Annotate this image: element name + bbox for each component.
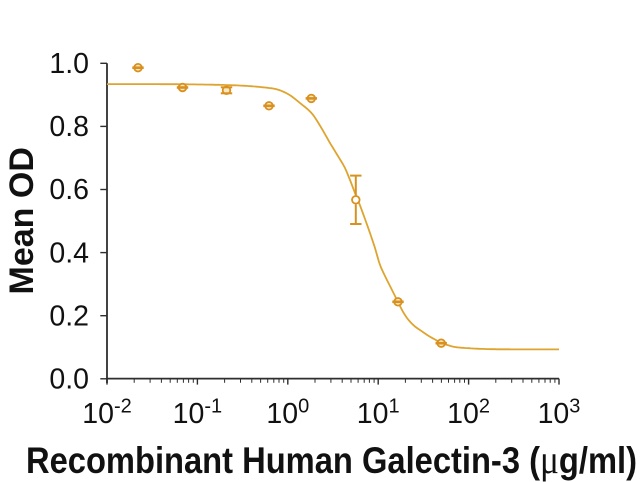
svg-text:0.2: 0.2 <box>49 300 89 332</box>
svg-text:Recombinant Human Galectin-3 (: Recombinant Human Galectin-3 (μg/ml) <box>26 437 637 482</box>
svg-text:0.6: 0.6 <box>49 174 89 206</box>
svg-text:0.8: 0.8 <box>49 111 89 143</box>
svg-text:101: 101 <box>357 395 400 430</box>
svg-text:0.4: 0.4 <box>49 237 89 269</box>
svg-text:1.0: 1.0 <box>49 48 89 80</box>
svg-text:0.0: 0.0 <box>49 364 89 396</box>
svg-text:Mean OD: Mean OD <box>3 147 41 294</box>
